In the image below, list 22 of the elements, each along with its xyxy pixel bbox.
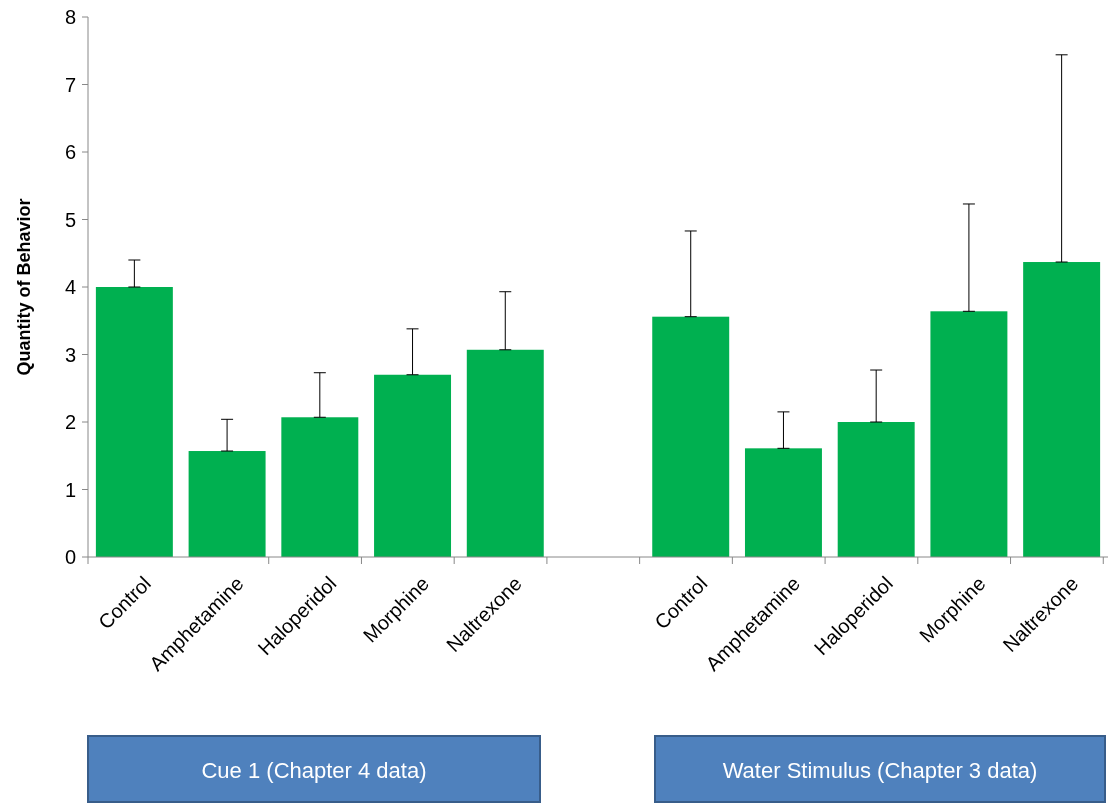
text: Water Stimulus (Chapter 3 data)	[722, 757, 1038, 783]
y-tick-label: 1	[64, 478, 76, 501]
text: Cue 1 (Chapter 4 data)	[201, 757, 427, 783]
bar	[1023, 262, 1101, 557]
bar	[188, 451, 266, 557]
y-tick-label: 5	[64, 208, 76, 231]
y-tick-label: 3	[64, 343, 76, 366]
bar	[744, 448, 822, 557]
y-tick-label: 8	[64, 6, 76, 28]
bar	[652, 316, 730, 557]
y-tick-label: 0	[64, 546, 76, 568]
y-tick-label: 4	[64, 276, 76, 298]
bar	[837, 422, 915, 557]
bar	[466, 349, 544, 557]
bar	[374, 374, 452, 557]
bar	[281, 417, 359, 557]
y-tick-label: 6	[64, 141, 76, 163]
y-axis-title: Quantity of Behavior	[14, 198, 34, 376]
bar	[930, 311, 1008, 557]
bar	[95, 287, 173, 557]
y-tick-label: 7	[64, 73, 76, 96]
y-tick-label: 2	[64, 411, 76, 433]
